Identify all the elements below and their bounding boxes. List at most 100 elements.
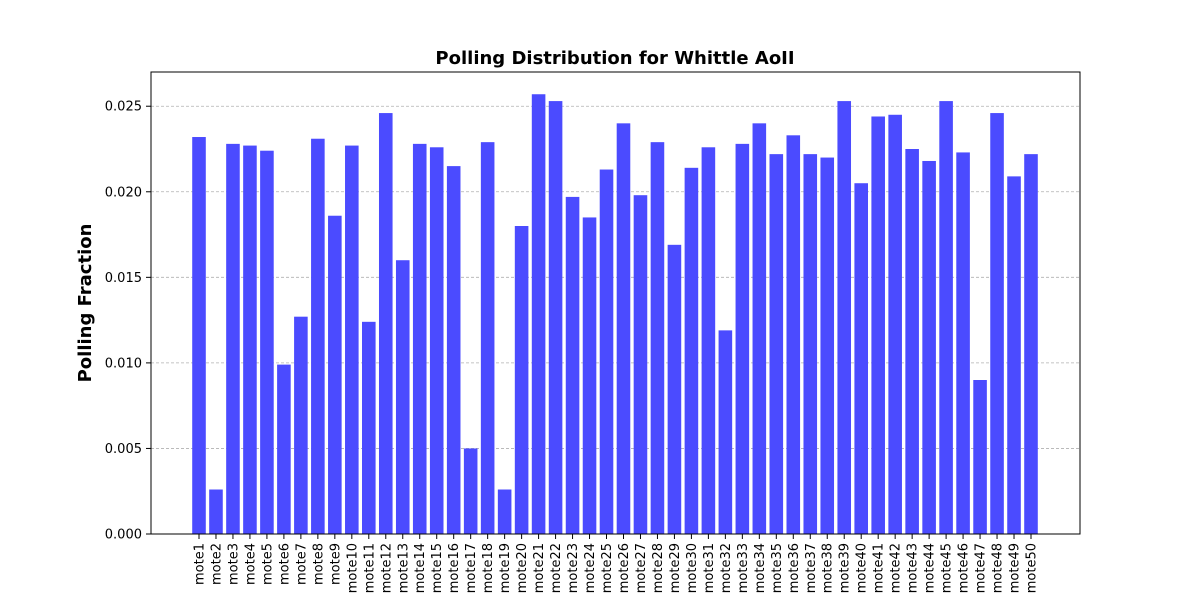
plot-frame (150, 71, 1081, 535)
bar-mote30 (684, 167, 699, 535)
chart-title: Polling Distribution for Whittle AoII (435, 48, 794, 69)
bar-mote38 (820, 157, 835, 535)
x-tick-label: mote4 (243, 543, 258, 585)
bar-mote33 (735, 143, 750, 534)
y-tick-label: 0.005 (105, 442, 142, 457)
y-axis-ticks: 0.000 0.005 0.010 0.015 0.020 0.025 (105, 100, 151, 543)
bar-mote12 (378, 113, 393, 535)
x-tick-label: mote19 (498, 543, 513, 593)
x-tick-label: mote29 (668, 543, 683, 593)
x-tick-label: mote27 (634, 543, 649, 593)
bar-mote36 (786, 135, 801, 535)
bar-mote9 (328, 215, 342, 534)
y-tick-label: 0.000 (105, 528, 142, 543)
bar-mote42 (888, 114, 902, 535)
x-tick-label: mote11 (362, 543, 377, 593)
x-tick-label: mote43 (906, 543, 921, 593)
x-tick-label: mote32 (719, 543, 734, 593)
bar-mote24 (582, 217, 597, 534)
bar-mote1 (192, 137, 206, 534)
bar-mote39 (837, 101, 852, 534)
bar-mote23 (565, 196, 580, 534)
bar-mote47 (973, 380, 987, 534)
x-tick-label: mote34 (753, 543, 768, 593)
x-tick-label: mote25 (600, 543, 615, 593)
bar-mote31 (701, 147, 716, 535)
bar-mote45 (939, 101, 953, 534)
x-tick-label: mote50 (1025, 543, 1040, 593)
x-tick-label: mote21 (532, 543, 547, 593)
bar-mote20 (514, 226, 529, 534)
x-tick-label: mote14 (413, 543, 428, 593)
bar-mote27 (633, 195, 648, 534)
x-tick-label: mote36 (787, 543, 802, 593)
bar-mote18 (480, 142, 495, 534)
bar-mote13 (395, 260, 410, 534)
x-tick-label: mote35 (770, 543, 785, 593)
y-tick-label: 0.020 (105, 185, 142, 200)
x-tick-label: mote42 (889, 543, 904, 593)
x-tick-label: mote7 (294, 543, 309, 585)
x-tick-label: mote26 (617, 543, 632, 593)
x-tick-label: mote33 (736, 543, 751, 593)
bar-mote7 (294, 316, 308, 534)
bars-layer (192, 94, 1038, 535)
bar-mote6 (277, 364, 291, 534)
x-tick-label: mote45 (940, 543, 955, 593)
y-tick-label: 0.015 (105, 271, 142, 286)
bar-mote25 (599, 169, 614, 535)
x-tick-label: mote9 (328, 543, 343, 585)
bar-mote49 (1007, 176, 1021, 534)
bar-mote34 (752, 123, 767, 534)
x-tick-label: mote12 (379, 543, 394, 593)
bar-mote15 (429, 147, 444, 535)
y-tick-label: 0.010 (105, 356, 142, 371)
bar-mote2 (209, 489, 223, 534)
bar-mote22 (548, 101, 563, 534)
x-tick-label: mote31 (702, 543, 717, 593)
bar-mote40 (854, 183, 868, 534)
bar-mote10 (345, 145, 359, 535)
x-tick-label: mote41 (872, 543, 887, 593)
x-tick-label: mote47 (974, 543, 989, 593)
x-tick-label: mote13 (396, 543, 411, 593)
x-tick-label: mote40 (855, 543, 870, 593)
x-tick-label: mote6 (277, 543, 292, 585)
bar-mote3 (226, 143, 240, 534)
bar-mote21 (531, 94, 546, 534)
bar-mote28 (650, 142, 665, 534)
x-tick-label: mote5 (260, 543, 275, 585)
x-tick-label: mote48 (991, 543, 1006, 593)
x-tick-label: mote46 (957, 543, 972, 593)
bar-mote50 (1024, 154, 1038, 534)
bar-mote16 (446, 166, 461, 534)
bar-mote44 (922, 160, 936, 534)
y-axis-label: Polling Fraction (75, 224, 96, 383)
x-tick-label: mote1 (193, 543, 208, 585)
x-tick-label: mote8 (311, 543, 326, 585)
bar-mote35 (769, 154, 784, 534)
bar-mote32 (718, 330, 733, 534)
bar-mote43 (905, 149, 919, 534)
bar-mote8 (311, 138, 325, 534)
x-tick-label: mote10 (345, 543, 360, 593)
bar-mote19 (497, 489, 512, 534)
x-tick-label: mote2 (209, 543, 224, 585)
x-tick-label: mote28 (651, 543, 666, 593)
y-tick-label: 0.025 (105, 100, 142, 115)
bar-mote5 (260, 150, 274, 534)
bar-mote4 (243, 145, 257, 535)
bar-mote14 (412, 143, 427, 534)
x-tick-label: mote39 (838, 543, 853, 593)
x-tick-label: mote44 (923, 543, 938, 593)
x-tick-label: mote30 (685, 543, 700, 593)
x-tick-label: mote15 (430, 543, 445, 593)
bar-mote48 (990, 113, 1004, 535)
bar-mote11 (362, 321, 376, 534)
x-tick-label: mote49 (1008, 543, 1023, 593)
bar-mote41 (871, 116, 885, 534)
bar-mote17 (463, 448, 478, 534)
bar-mote29 (667, 244, 682, 535)
